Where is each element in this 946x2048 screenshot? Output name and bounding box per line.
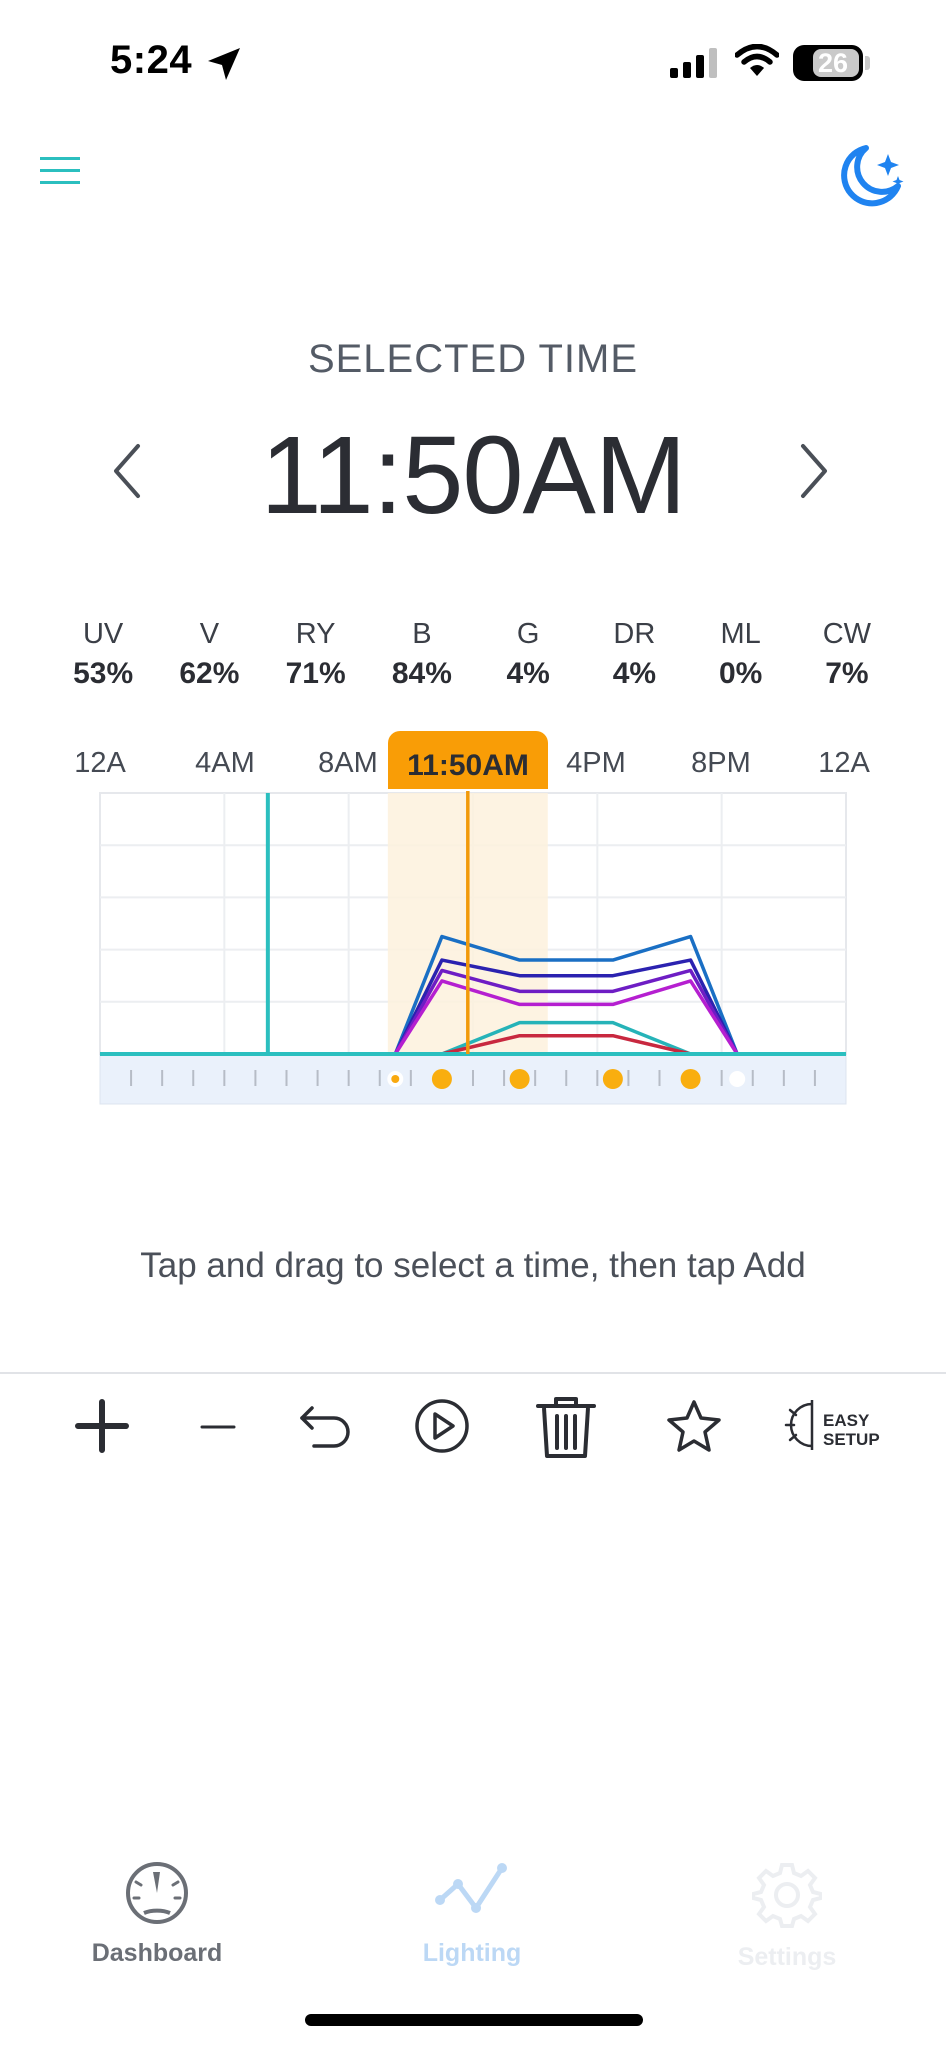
schedule-point-marker[interactable] [509,1069,530,1089]
battery-indicator: 26 [793,45,863,81]
nav-lighting[interactable]: Lighting [372,1860,572,1968]
sunrise-point-marker [391,1075,400,1083]
channel-dr[interactable]: DR 4% [581,618,687,691]
channel-name: G [516,618,540,650]
time-tick-label: 4AM [195,747,255,779]
schedule-point-marker[interactable] [602,1069,623,1089]
nav-dashboard-label: Dashboard [91,1939,223,1967]
hamburger-menu-icon[interactable] [40,155,82,187]
dashboard-gauge-icon [126,1862,188,1924]
channel-cw[interactable]: CW 7% [794,618,900,691]
current-time-badge[interactable]: 11:50AM [388,731,548,789]
trash-icon[interactable] [534,1394,598,1462]
battery-nub [865,56,870,70]
channel-name: B [412,618,432,650]
easy-setup-icon[interactable] [784,1400,824,1450]
channel-g[interactable]: G 4% [475,618,581,691]
moonlight-point-marker [729,1071,746,1087]
status-time: 5:24 [110,38,193,82]
channel-ml[interactable]: ML 0% [688,618,794,691]
nav-settings-label: Settings [737,1943,837,1971]
selected-time-value: 11:50AM [260,414,686,537]
time-tick-label: 12A [818,747,870,779]
location-arrow-icon [208,48,240,80]
nav-lighting-label: Lighting [422,1939,522,1967]
channel-value: 62% [179,657,240,690]
chevron-left-icon[interactable] [108,440,148,502]
channel-ry[interactable]: RY 71% [263,618,369,691]
nav-dashboard[interactable]: Dashboard [57,1860,257,1968]
channel-b[interactable]: B 84% [369,618,475,691]
home-indicator [305,2014,643,2026]
schedule-point-marker[interactable] [680,1069,701,1089]
night-mode-moon-icon[interactable] [832,142,906,214]
cellular-signal-icon [670,48,717,78]
lighting-schedule-chart[interactable] [0,0,946,1120]
channel-name: UV [82,618,124,650]
selected-time-label: SELECTED TIME [307,337,639,381]
undo-button[interactable] [296,1394,356,1458]
star-favorite-icon[interactable] [664,1394,724,1458]
lighting-chart-icon [435,1863,507,1913]
channel-value: 0% [718,657,763,690]
channel-series-line [100,979,846,1056]
channel-uv[interactable]: UV 53% [50,618,156,691]
channel-value: 7% [825,657,869,690]
time-tick-label: 4PM [566,747,626,779]
channel-name: RY [295,618,336,650]
nav-settings[interactable]: Settings [687,1860,887,1972]
schedule-point-marker[interactable] [431,1069,452,1089]
channel-value: 4% [506,657,550,690]
channel-value: 71% [285,657,346,690]
channel-value: 84% [391,657,452,690]
channel-value: 4% [612,657,657,690]
play-preview-button[interactable] [413,1394,471,1458]
channel-name: CW [822,618,872,650]
instruction-text: Tap and drag to select a time, then tap … [140,1246,806,1285]
channel-name: ML [720,618,761,650]
battery-level: 26 [817,48,849,78]
wifi-icon [735,44,779,76]
time-tick-label: 8AM [318,747,378,779]
time-tick-label: 12A [74,747,126,779]
easy-setup-label: SETUP [823,1430,880,1449]
settings-gear-icon [751,1863,823,1928]
channel-value: 53% [73,657,134,690]
channel-v[interactable]: V 62% [156,618,262,691]
chevron-right-icon[interactable] [793,440,833,502]
current-time-label: 11:50AM [407,749,529,782]
channel-name: V [199,618,220,650]
add-point-button[interactable] [74,1394,130,1458]
divider [0,1372,946,1374]
channel-values: UV 53% V 62% RY 71% B 84% G 4% DR 4% ML … [50,618,900,691]
remove-point-button[interactable] [198,1394,238,1458]
channel-name: DR [613,618,656,650]
easy-setup-button[interactable]: EASY SETUP [823,1411,880,1449]
time-tick-label: 8PM [691,747,751,779]
easy-setup-label: EASY [823,1411,870,1430]
